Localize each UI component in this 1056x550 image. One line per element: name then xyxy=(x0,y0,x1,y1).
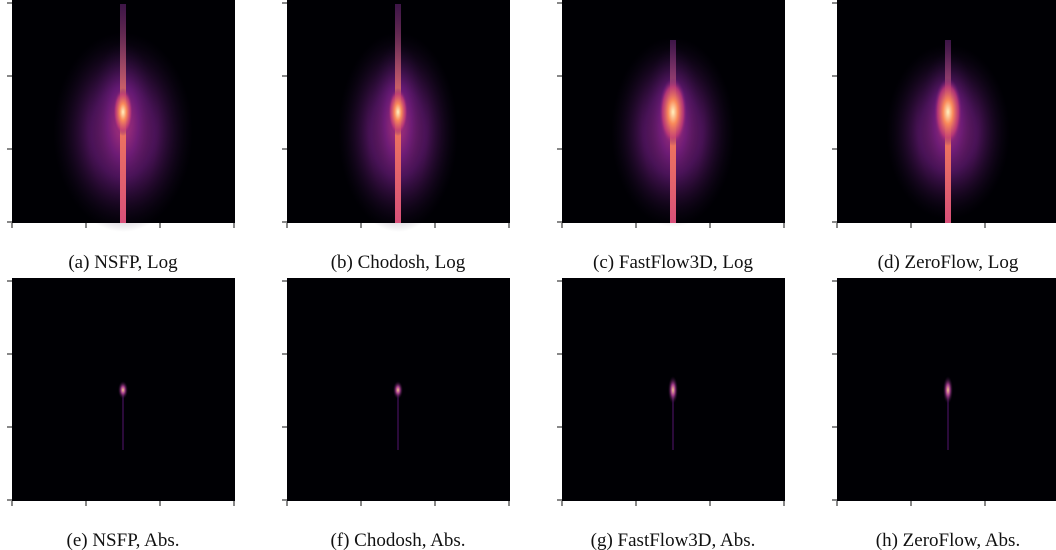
panel: (g) FastFlow3D, Abs. xyxy=(557,278,785,550)
caption: (f) Chodosh, Abs. xyxy=(330,530,465,550)
caption: (e) NSFP, Abs. xyxy=(67,530,180,550)
heat-stem xyxy=(397,390,399,450)
heat-dot xyxy=(668,376,678,404)
heat-stem xyxy=(672,390,674,450)
panel: (e) NSFP, Abs. xyxy=(7,278,235,550)
caption: (a) NSFP, Log xyxy=(68,252,178,273)
heat-dot xyxy=(118,381,128,399)
caption: (h) ZeroFlow, Abs. xyxy=(876,530,1020,550)
heat-stem xyxy=(947,390,949,450)
heat-core xyxy=(113,88,133,136)
caption: (b) Chodosh, Log xyxy=(331,252,466,273)
caption: (g) FastFlow3D, Abs. xyxy=(591,530,756,550)
heat-stem xyxy=(122,390,124,450)
heat-core xyxy=(934,78,962,146)
panel: (d) ZeroFlow, Log xyxy=(832,0,1056,273)
panel: (a) NSFP, Log xyxy=(7,0,235,273)
panel: (c) FastFlow3D, Log xyxy=(557,0,785,273)
heat-dot xyxy=(943,376,953,404)
panel: (b) Chodosh, Log xyxy=(282,0,510,273)
heat-core xyxy=(659,78,687,146)
heat-core xyxy=(388,88,408,136)
caption: (c) FastFlow3D, Log xyxy=(593,252,753,273)
panel: (h) ZeroFlow, Abs. xyxy=(832,278,1056,550)
caption: (d) ZeroFlow, Log xyxy=(878,252,1019,273)
heat-dot xyxy=(393,381,403,399)
panel: (f) Chodosh, Abs. xyxy=(282,278,510,550)
